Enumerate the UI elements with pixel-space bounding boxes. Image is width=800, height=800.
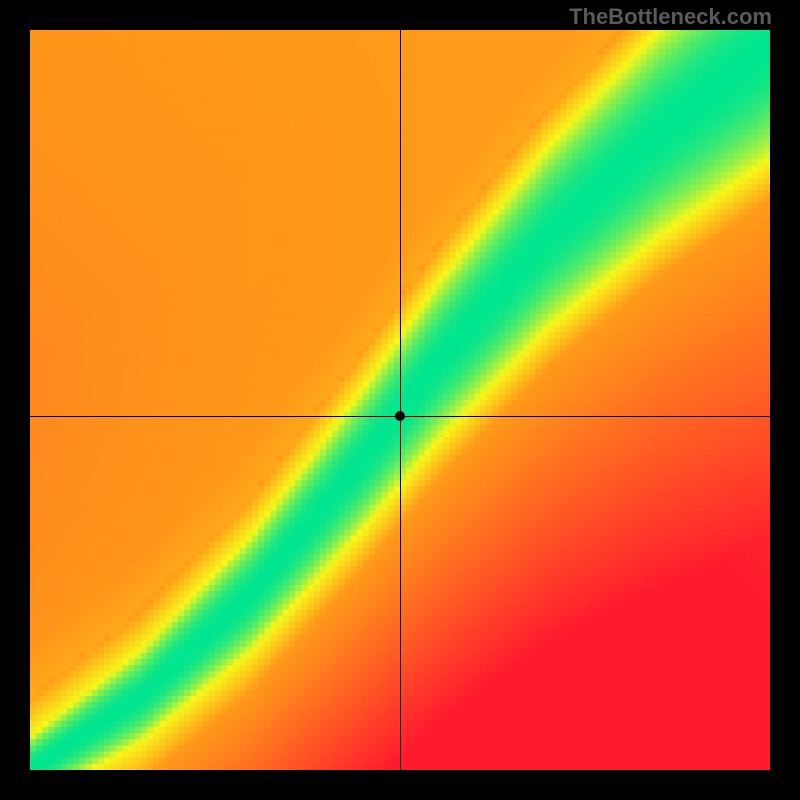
crosshair-vertical: [400, 30, 401, 770]
watermark-text: TheBottleneck.com: [569, 4, 772, 30]
plot-area: [30, 30, 770, 770]
selection-marker: [395, 411, 405, 421]
